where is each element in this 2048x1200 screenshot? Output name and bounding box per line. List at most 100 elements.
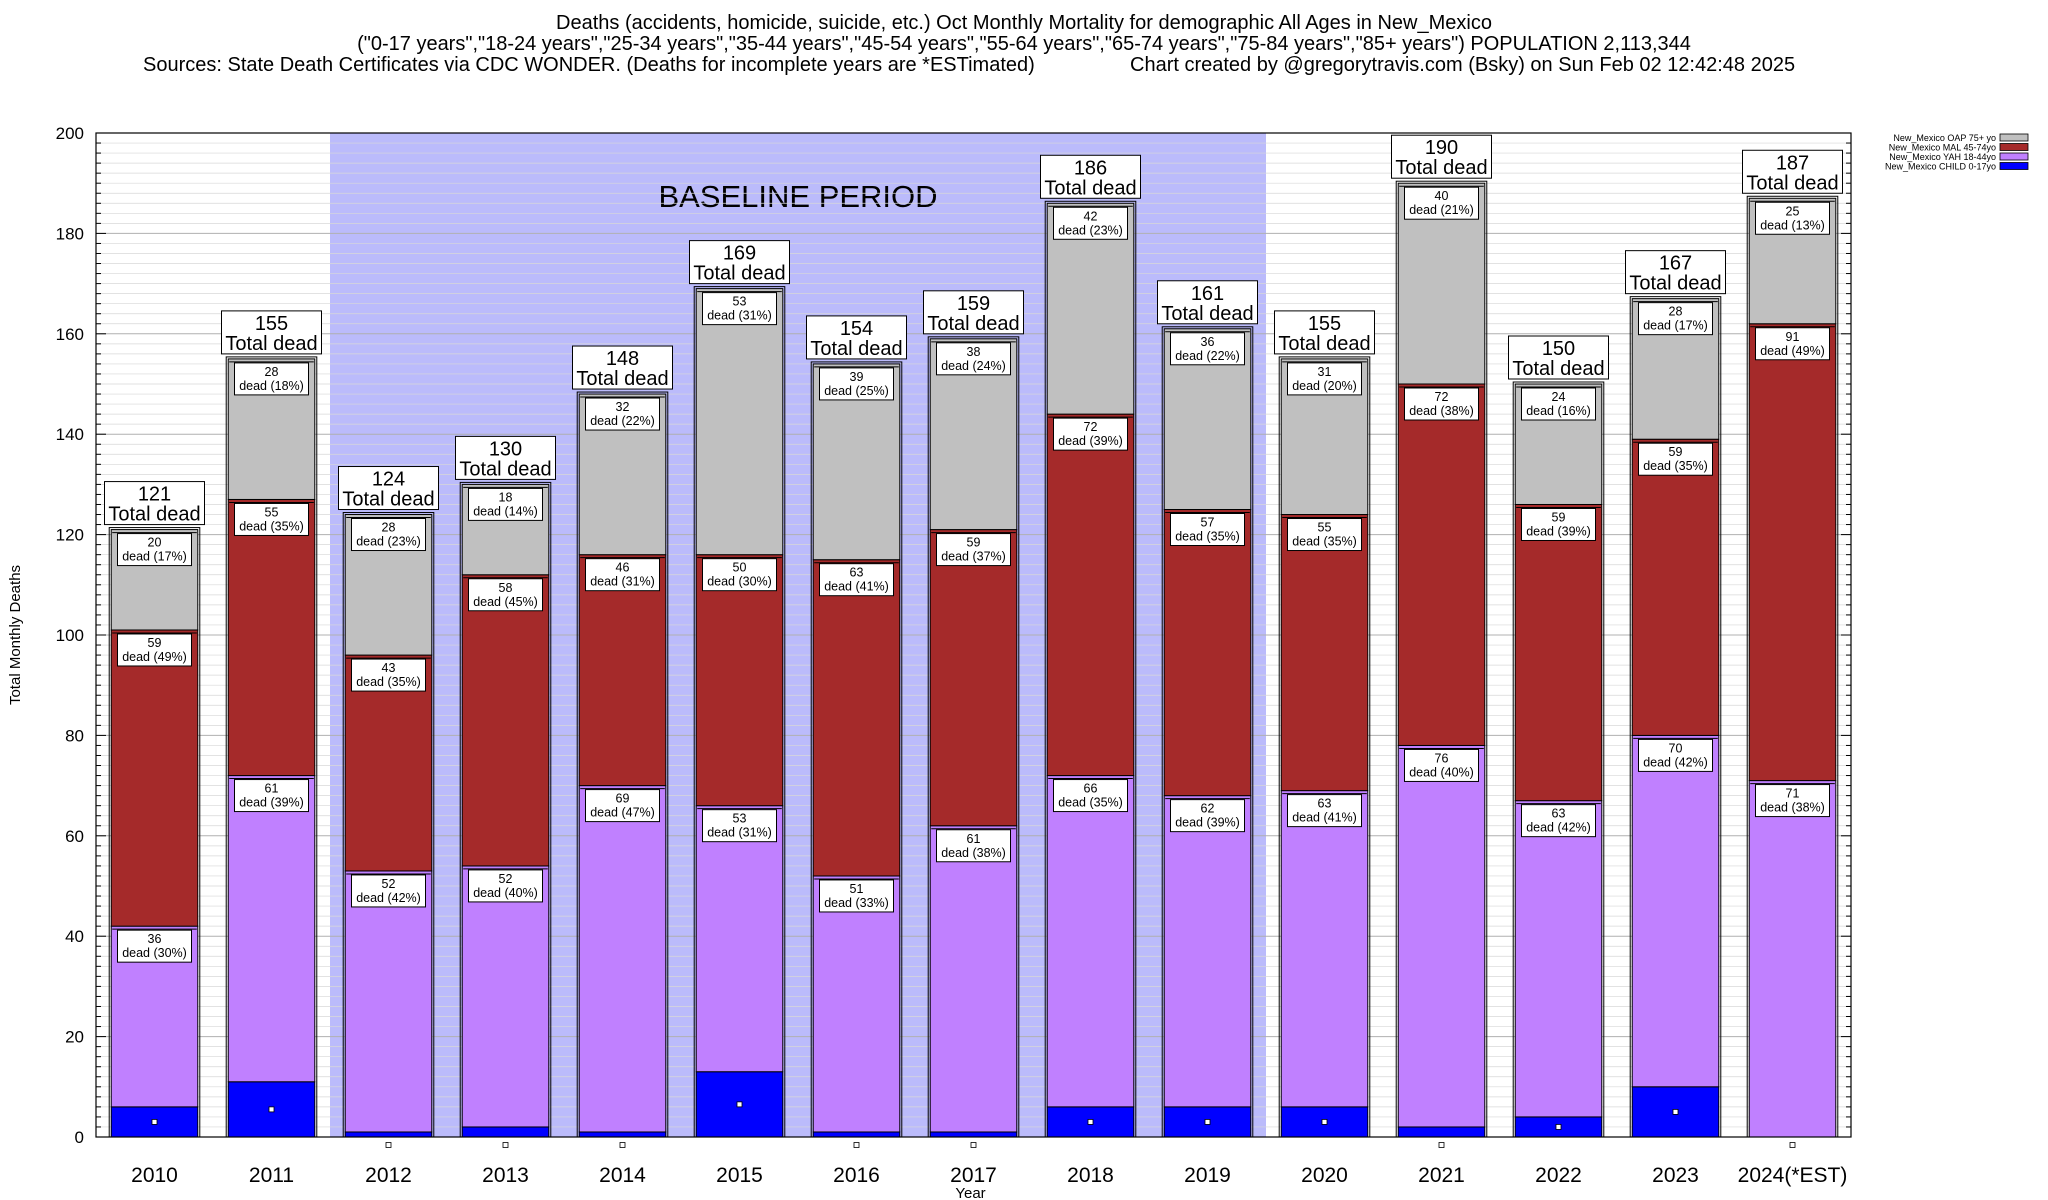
segment-percent-label: dead (47%): [590, 806, 655, 820]
segment-percent-label: dead (17%): [1643, 319, 1708, 333]
segment-value-label: 59: [967, 536, 981, 550]
segment-label-box: [936, 829, 1011, 863]
bar-segment: [578, 785, 667, 1133]
segment-percent-label: dead (20%): [1292, 379, 1357, 393]
segment-value-label: 59: [148, 636, 162, 650]
x-tick-label: 2023: [1652, 1164, 1699, 1187]
bar-segment: [1514, 503, 1603, 802]
segment-value-label: 53: [733, 295, 747, 309]
segment-value-label: 58: [499, 581, 513, 595]
segment-label-box: [117, 633, 192, 667]
x-tick-label: 2015: [716, 1164, 763, 1187]
x-tick-label: 2013: [482, 1164, 529, 1187]
x-tick-label: 2024(*EST): [1738, 1164, 1848, 1187]
segment-value-label: 63: [1552, 807, 1566, 821]
y-tick-label: 200: [56, 124, 84, 143]
segment-label-box: [702, 558, 777, 592]
bar-segment: [695, 805, 784, 1073]
segment-percent-label: dead (23%): [356, 535, 421, 549]
segment-value-label: 52: [382, 877, 396, 891]
segment-value-label: 42: [1084, 209, 1098, 223]
bar-segment: [1748, 323, 1837, 782]
segment-value-label: 70: [1669, 741, 1683, 755]
bar-segment: [1397, 383, 1486, 746]
total-value-label: 187: [1776, 152, 1809, 174]
x-tick-label: 2018: [1067, 1164, 1114, 1187]
segment-value-label: 46: [616, 561, 630, 575]
segment-percent-label: dead (42%): [1526, 821, 1591, 835]
segment-value-label: 40: [1435, 189, 1449, 203]
total-label-box: [1274, 310, 1375, 355]
chart-subtitle: ("0-17 years","18-24 years","25-34 years…: [357, 33, 1691, 55]
total-dead-label: Total dead: [225, 333, 317, 355]
bar-segment: [1397, 1126, 1486, 1138]
child-marker: [736, 1101, 743, 1108]
bar-segment: [461, 865, 550, 1128]
x-tick-label: 2012: [365, 1164, 412, 1187]
segment-label-box: [1053, 779, 1128, 813]
segment-label-box: [1755, 327, 1830, 361]
total-dead-label: Total dead: [1161, 303, 1253, 325]
bar-segment: [1046, 775, 1135, 1108]
bar-segment: [1631, 438, 1720, 736]
bar-segment: [1280, 514, 1369, 792]
segment-percent-label: dead (17%): [122, 550, 187, 564]
segment-percent-label: dead (14%): [473, 504, 538, 518]
x-tick-label: 2017: [950, 1164, 997, 1187]
y-tick-label: 140: [56, 425, 84, 444]
x-tick-label: 2011: [249, 1164, 294, 1187]
segment-percent-label: dead (21%): [1409, 203, 1474, 217]
segment-percent-label: dead (33%): [824, 896, 889, 910]
child-marker: [1087, 1119, 1094, 1125]
bar-segment: [344, 1131, 433, 1138]
bar-segment: [1046, 413, 1135, 777]
segment-percent-label: dead (13%): [1760, 218, 1825, 232]
total-label-box: [221, 310, 322, 355]
y-tick-label: 60: [65, 827, 84, 846]
segment-label-box: [1287, 794, 1362, 828]
segment-label-box: [1170, 332, 1245, 366]
child-marker: [1321, 1119, 1328, 1125]
total-dead-label: Total dead: [810, 338, 902, 360]
legend-label: New_Mexico OAP 75+ yo: [1893, 133, 1996, 143]
segment-percent-label: dead (35%): [1643, 459, 1708, 473]
segment-label-box: [1053, 417, 1128, 451]
legend-label: New_Mexico MAL 45-74yo: [1889, 143, 1996, 153]
total-value-label: 121: [138, 484, 171, 506]
segment-label-box: [1404, 186, 1479, 220]
y-tick-label: 40: [65, 927, 84, 946]
total-dead-label: Total dead: [576, 368, 668, 390]
segment-value-label: 66: [1084, 782, 1098, 796]
segment-value-label: 32: [616, 400, 630, 414]
segment-label-box: [468, 578, 543, 612]
segment-percent-label: dead (22%): [590, 414, 655, 428]
bar-segment: [578, 1131, 667, 1138]
segment-percent-label: dead (22%): [1175, 349, 1240, 363]
total-dead-label: Total dead: [1278, 333, 1370, 355]
segment-value-label: 72: [1084, 420, 1098, 434]
segment-label-box: [1521, 507, 1596, 541]
segment-value-label: 72: [1435, 390, 1449, 404]
segment-value-label: 43: [382, 661, 396, 675]
bar-segment: [929, 825, 1018, 1133]
bar-segment: [461, 574, 550, 867]
total-value-label: 124: [372, 469, 405, 491]
segment-label-box: [234, 362, 309, 396]
bar-segment: [695, 554, 784, 807]
segment-percent-label: dead (45%): [473, 595, 538, 609]
y-tick-label: 20: [65, 1028, 84, 1047]
bar-segment: [929, 529, 1018, 827]
child-marker: [385, 1142, 392, 1148]
legend-swatch: [1999, 152, 2029, 161]
segment-percent-label: dead (39%): [1058, 434, 1123, 448]
segment-label-box: [1404, 748, 1479, 782]
x-tick-label: 2010: [131, 1164, 178, 1187]
segment-percent-label: dead (24%): [941, 359, 1006, 373]
x-tick-label: 2019: [1184, 1164, 1231, 1187]
segment-value-label: 55: [265, 505, 279, 519]
segment-value-label: 61: [967, 832, 981, 846]
x-tick-label: 2022: [1535, 1164, 1582, 1187]
chart-title: Deaths (accidents, homicide, suicide, et…: [556, 12, 1492, 34]
child-marker: [970, 1142, 977, 1148]
